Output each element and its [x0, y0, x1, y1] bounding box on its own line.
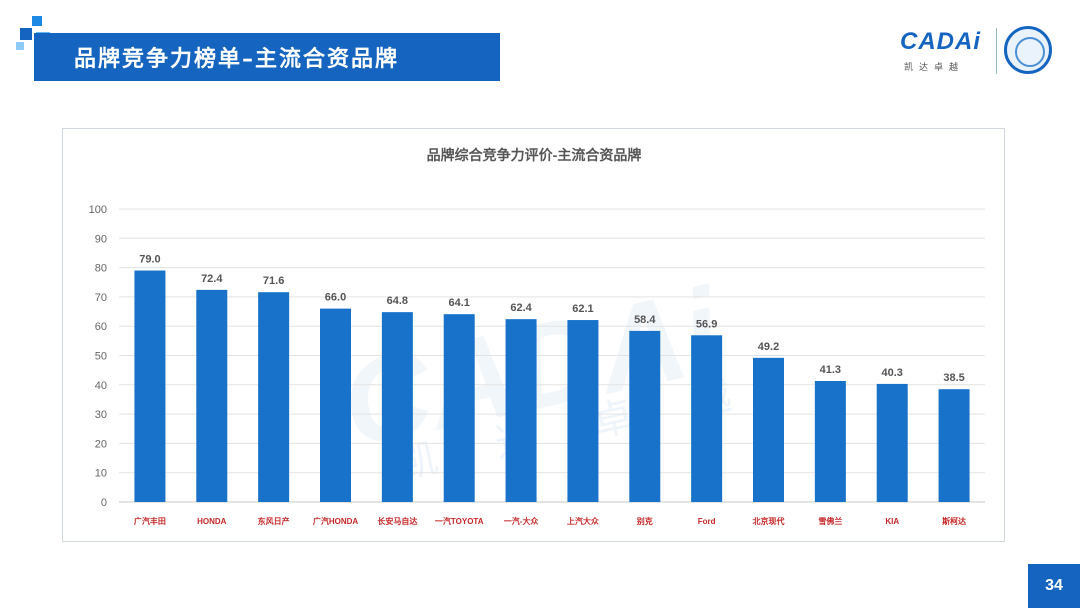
category-label: Ford: [698, 517, 716, 526]
category-label: HONDA: [197, 517, 227, 526]
category-label: 长安马自达: [377, 516, 417, 526]
logo-divider: [996, 28, 997, 74]
bar: [691, 335, 723, 502]
bar: [876, 383, 908, 502]
data-label: 62.4: [510, 302, 532, 314]
brand-logo: CADAi 凯达卓越: [900, 24, 1060, 80]
data-label: 58.4: [634, 314, 656, 326]
category-label: 一汽TOYOTA: [435, 516, 484, 526]
data-label: 49.2: [758, 341, 779, 353]
y-tick-label: 60: [95, 321, 107, 333]
y-tick-label: 30: [95, 409, 107, 421]
category-label: 广汽丰田: [134, 516, 166, 526]
category-label: 一汽-大众: [504, 516, 540, 526]
bar: [443, 314, 475, 502]
data-label: 71.6: [263, 275, 284, 287]
page-title: 品牌竞争力榜单–主流合资品牌: [74, 47, 400, 72]
data-label: 41.3: [820, 364, 841, 376]
data-label: 72.4: [201, 273, 223, 285]
category-label: 北京现代: [753, 516, 785, 526]
bar: [814, 380, 846, 502]
data-label: 64.1: [449, 297, 470, 309]
bar: [505, 319, 537, 502]
y-tick-label: 20: [95, 438, 107, 450]
y-tick-label: 70: [95, 292, 107, 304]
y-tick-label: 90: [95, 233, 107, 245]
category-label: 东风日产: [258, 516, 290, 526]
category-label: 别克: [636, 516, 653, 526]
data-label: 62.1: [572, 303, 593, 315]
category-label: 雪佛兰: [818, 516, 842, 526]
category-label: 斯柯达: [942, 516, 966, 526]
chart-title: 品牌综合竞争力评价-主流合资品牌: [427, 147, 642, 163]
bar: [258, 292, 290, 502]
association-seal-icon: [1004, 26, 1052, 74]
bar: [938, 389, 970, 502]
data-label: 38.5: [943, 372, 964, 384]
bar-chart: CADAi 凯达卓越 品牌综合竞争力评价-主流合资品牌 010203040506…: [89, 147, 985, 526]
bar: [134, 270, 166, 502]
y-tick-label: 40: [95, 380, 107, 392]
bar: [567, 320, 599, 502]
y-tick-label: 0: [101, 497, 107, 509]
logo-subtext: 凯达卓越: [904, 63, 965, 73]
category-label: 上汽大众: [567, 516, 600, 526]
bar: [753, 357, 784, 502]
page-number: 34: [1028, 564, 1080, 608]
y-tick-label: 10: [95, 468, 107, 480]
y-tick-label: 100: [89, 204, 107, 216]
bar: [196, 289, 228, 502]
data-label: 79.0: [139, 254, 160, 266]
chart-panel: CADAi 凯达卓越 品牌综合竞争力评价-主流合资品牌 010203040506…: [62, 128, 1005, 542]
data-label: 40.3: [882, 367, 903, 379]
bar: [320, 308, 351, 502]
y-tick-label: 80: [95, 263, 107, 275]
data-label: 56.9: [696, 318, 717, 330]
bar: [629, 330, 661, 502]
y-tick-label: 50: [95, 351, 107, 363]
data-label: 64.8: [387, 295, 408, 307]
data-label: 66.0: [325, 292, 346, 304]
title-bar: 品牌竞争力榜单–主流合资品牌: [34, 33, 500, 81]
logo-text: CADAi: [900, 28, 981, 55]
category-label: KIA: [885, 517, 899, 526]
category-label: 广汽HONDA: [313, 516, 359, 526]
bar: [381, 312, 413, 502]
